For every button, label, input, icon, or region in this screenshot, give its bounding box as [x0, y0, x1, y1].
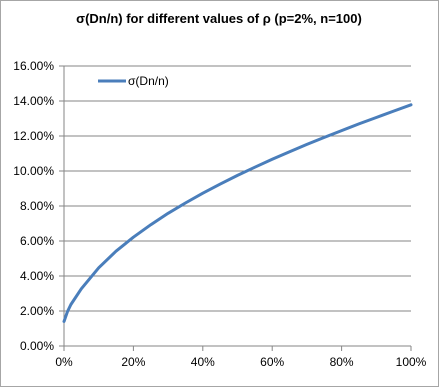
- y-tick-label: 8.00%: [20, 199, 54, 213]
- y-tick-label: 10.00%: [13, 164, 54, 178]
- y-tick-label: 14.00%: [13, 94, 54, 108]
- x-tick-label: 100%: [396, 355, 427, 369]
- chart-title: σ(Dn/n) for different values of ρ (p=2%,…: [76, 11, 362, 26]
- y-tick-label: 12.00%: [13, 129, 54, 143]
- legend-label: σ(Dn/n): [128, 74, 169, 88]
- x-tick-label: 80%: [330, 355, 354, 369]
- y-tick-label: 4.00%: [20, 269, 54, 283]
- x-tick-label: 0%: [55, 355, 73, 369]
- series-line: [62, 103, 413, 323]
- series-lines: [62, 103, 413, 323]
- x-tick-label: 60%: [260, 355, 284, 369]
- x-tick-labels: 0% 20% 40% 60% 80% 100%: [55, 355, 426, 369]
- legend: σ(Dn/n): [98, 74, 169, 88]
- y-tick-labels: 0.00% 2.00% 4.00% 6.00% 8.00% 10.00% 12.00% 14.…: [13, 59, 54, 353]
- y-tick-label: 0.00%: [20, 339, 54, 353]
- y-tick-label: 2.00%: [20, 304, 54, 318]
- y-tick-label: 6.00%: [20, 234, 54, 248]
- x-tick-label: 40%: [191, 355, 215, 369]
- x-tick-label: 20%: [121, 355, 145, 369]
- y-tick-label: 16.00%: [13, 59, 54, 73]
- gridlines: [64, 65, 411, 312]
- axes: [59, 65, 412, 351]
